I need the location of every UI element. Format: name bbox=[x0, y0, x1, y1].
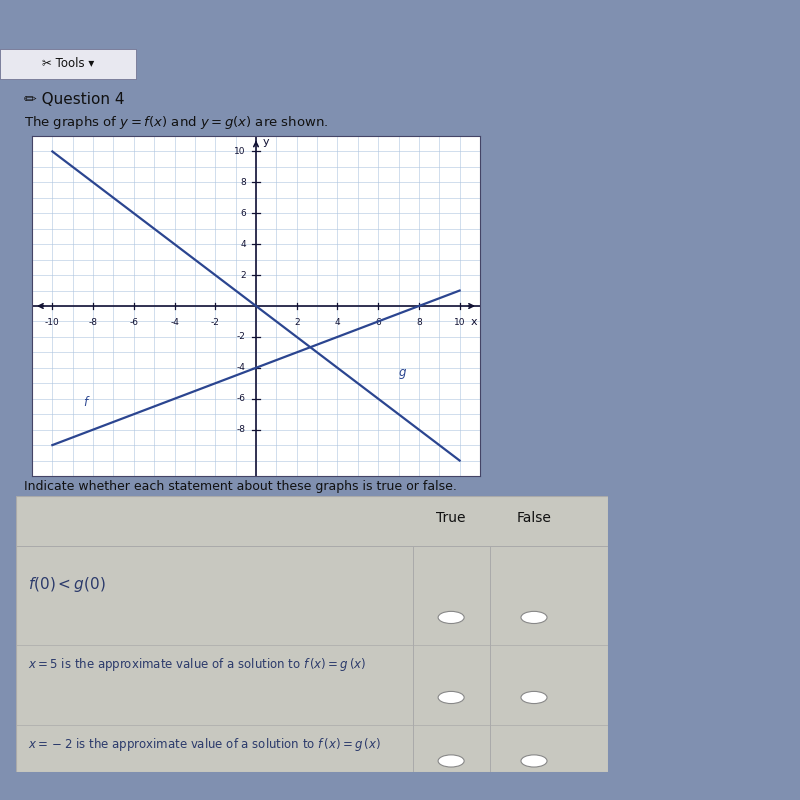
Text: 6: 6 bbox=[240, 209, 246, 218]
Text: y: y bbox=[263, 137, 270, 147]
Text: ✂ Tools ▾: ✂ Tools ▾ bbox=[42, 57, 94, 70]
Text: $x = 5$ is the approximate value of a solution to $f\,(x) = g\,(x)$: $x = 5$ is the approximate value of a so… bbox=[28, 656, 366, 673]
Text: 4: 4 bbox=[240, 240, 246, 249]
Text: -4: -4 bbox=[237, 363, 246, 372]
Circle shape bbox=[438, 611, 464, 623]
Text: -6: -6 bbox=[130, 318, 138, 326]
Circle shape bbox=[438, 691, 464, 703]
Circle shape bbox=[521, 755, 547, 767]
Text: $x = -2$ is the approximate value of a solution to $f\,(x) = g\,(x)$: $x = -2$ is the approximate value of a s… bbox=[28, 736, 381, 753]
Text: 2: 2 bbox=[240, 270, 246, 279]
Text: f: f bbox=[83, 397, 87, 410]
Text: 8: 8 bbox=[416, 318, 422, 326]
Circle shape bbox=[521, 611, 547, 623]
Text: -6: -6 bbox=[237, 394, 246, 403]
Text: 6: 6 bbox=[375, 318, 381, 326]
Text: -4: -4 bbox=[170, 318, 179, 326]
Text: ✏ Question 4: ✏ Question 4 bbox=[24, 92, 125, 107]
Text: -10: -10 bbox=[45, 318, 60, 326]
Text: 8: 8 bbox=[240, 178, 246, 187]
Text: -8: -8 bbox=[89, 318, 98, 326]
Text: g: g bbox=[398, 366, 406, 378]
FancyBboxPatch shape bbox=[0, 50, 136, 78]
Circle shape bbox=[438, 755, 464, 767]
Circle shape bbox=[521, 691, 547, 703]
Text: 10: 10 bbox=[234, 147, 246, 156]
Text: The graphs of $y = f(x)$ and $y = g(x)$ are shown.: The graphs of $y = f(x)$ and $y = g(x)$ … bbox=[24, 114, 328, 130]
Text: -8: -8 bbox=[237, 425, 246, 434]
Text: 2: 2 bbox=[294, 318, 299, 326]
Text: True: True bbox=[436, 511, 466, 525]
Text: Indicate whether each statement about these graphs is true or false.: Indicate whether each statement about th… bbox=[24, 479, 457, 493]
Text: 10: 10 bbox=[454, 318, 466, 326]
Text: x: x bbox=[470, 317, 478, 327]
Text: 4: 4 bbox=[334, 318, 340, 326]
Text: -2: -2 bbox=[211, 318, 220, 326]
Text: False: False bbox=[517, 511, 551, 525]
Text: -2: -2 bbox=[237, 333, 246, 342]
Text: $f(0) < g(0)$: $f(0) < g(0)$ bbox=[28, 575, 106, 594]
